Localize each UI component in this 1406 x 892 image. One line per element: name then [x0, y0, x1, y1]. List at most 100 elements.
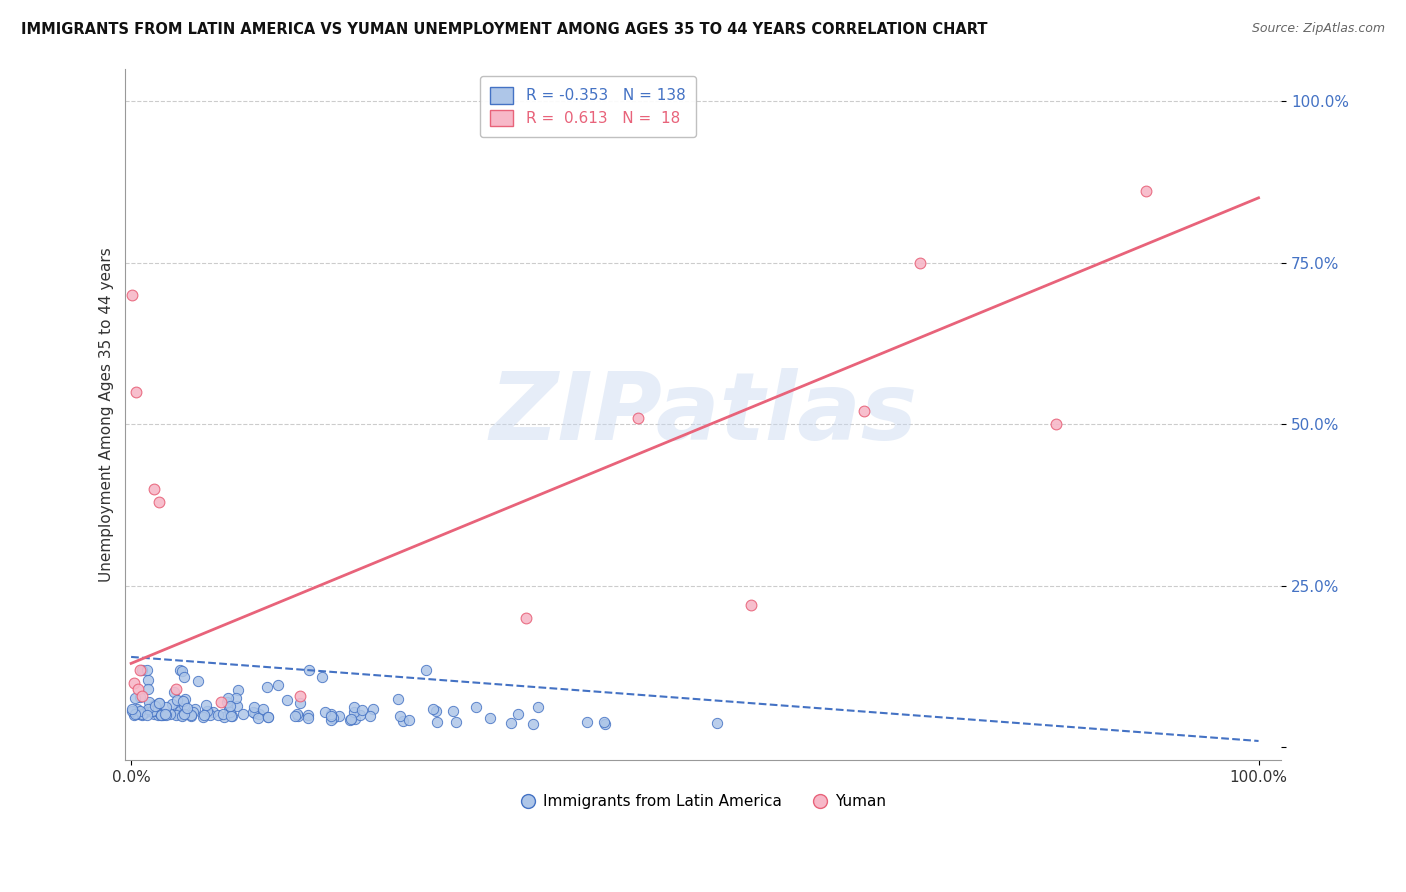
- Point: [444, 714, 467, 729]
- Point: [180, 707, 202, 722]
- Point: [576, 715, 599, 730]
- Point: [169, 663, 191, 677]
- Point: [392, 714, 415, 728]
- Text: Source: ZipAtlas.com: Source: ZipAtlas.com: [1251, 22, 1385, 36]
- Point: [173, 698, 195, 713]
- Point: [361, 702, 384, 716]
- Point: [706, 716, 728, 731]
- Point: [121, 702, 143, 716]
- Point: [243, 706, 266, 721]
- Point: [499, 716, 522, 731]
- Point: [131, 707, 153, 722]
- Point: [910, 255, 932, 269]
- Point: [148, 494, 170, 508]
- Point: [202, 705, 225, 719]
- Point: [349, 707, 371, 722]
- Point: [218, 701, 240, 715]
- Point: [1045, 417, 1067, 432]
- Point: [319, 708, 342, 723]
- Point: [150, 708, 173, 723]
- Point: [527, 700, 550, 714]
- Point: [593, 717, 616, 731]
- Point: [508, 707, 530, 722]
- Point: [172, 664, 194, 678]
- Point: [522, 717, 544, 731]
- Point: [242, 705, 264, 719]
- Point: [124, 706, 146, 721]
- Point: [124, 384, 146, 399]
- Point: [321, 713, 343, 727]
- Point: [217, 690, 239, 705]
- Point: [217, 695, 239, 709]
- Point: [311, 670, 333, 684]
- Point: [247, 706, 270, 721]
- Point: [150, 708, 173, 723]
- Point: [166, 702, 188, 716]
- Point: [138, 695, 160, 709]
- Point: [343, 706, 366, 720]
- Point: [246, 711, 269, 725]
- Point: [138, 681, 160, 696]
- Point: [479, 711, 502, 725]
- Point: [441, 704, 464, 718]
- Point: [152, 707, 174, 722]
- Point: [169, 704, 191, 718]
- Point: [267, 677, 290, 691]
- Point: [288, 696, 311, 710]
- Point: [226, 699, 249, 714]
- Point: [290, 689, 312, 703]
- Point: [183, 702, 205, 716]
- Point: [197, 705, 219, 719]
- Point: [339, 713, 361, 727]
- Point: [166, 693, 188, 707]
- Point: [465, 699, 488, 714]
- Point: [209, 695, 232, 709]
- Point: [148, 696, 170, 710]
- Point: [163, 684, 186, 698]
- Point: [195, 698, 218, 712]
- Point: [131, 707, 153, 722]
- Point: [343, 699, 366, 714]
- Text: ZIPatlas: ZIPatlas: [489, 368, 917, 460]
- Point: [129, 690, 152, 704]
- Point: [297, 708, 319, 723]
- Point: [425, 704, 447, 718]
- Point: [122, 707, 145, 722]
- Point: [852, 404, 875, 418]
- Point: [257, 710, 280, 724]
- Legend: Immigrants from Latin America, Yuman: Immigrants from Latin America, Yuman: [515, 788, 893, 815]
- Point: [132, 706, 155, 721]
- Point: [592, 715, 614, 730]
- Point: [343, 712, 366, 726]
- Point: [226, 683, 249, 698]
- Point: [627, 410, 650, 425]
- Point: [143, 706, 166, 721]
- Point: [136, 702, 159, 716]
- Point: [125, 706, 148, 721]
- Point: [298, 663, 321, 677]
- Point: [131, 663, 153, 677]
- Point: [170, 708, 193, 723]
- Point: [155, 699, 177, 714]
- Point: [243, 699, 266, 714]
- Point: [124, 675, 146, 690]
- Point: [142, 482, 165, 496]
- Point: [252, 702, 274, 716]
- Point: [153, 707, 176, 722]
- Point: [180, 709, 202, 723]
- Point: [387, 692, 409, 706]
- Point: [173, 670, 195, 684]
- Point: [121, 704, 143, 718]
- Point: [143, 699, 166, 714]
- Point: [141, 702, 163, 716]
- Point: [174, 692, 197, 706]
- Point: [340, 712, 363, 726]
- Point: [225, 691, 247, 706]
- Point: [207, 707, 229, 722]
- Point: [740, 598, 762, 612]
- Point: [155, 708, 177, 723]
- Point: [135, 708, 157, 723]
- Point: [350, 703, 373, 717]
- Point: [276, 692, 298, 706]
- Point: [257, 710, 280, 724]
